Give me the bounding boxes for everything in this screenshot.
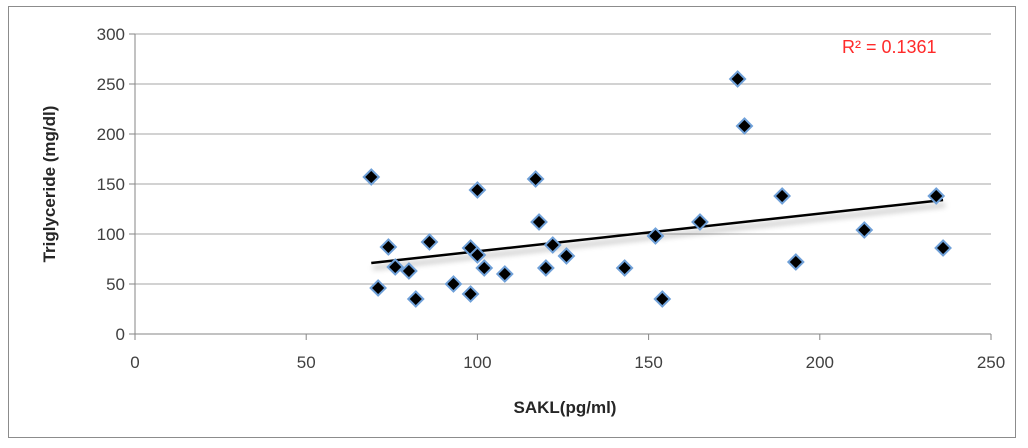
y-tick-label-5: 250 (97, 75, 125, 94)
data-point-13 (495, 265, 514, 283)
data-point-3 (386, 258, 405, 276)
data-point-1 (369, 279, 388, 297)
data-point-16 (536, 259, 555, 277)
data-point-26 (786, 253, 805, 271)
data-point-4 (400, 262, 418, 280)
tick-labels: 0 50 100 150 200 250 300 0 50 100 150 200 250 (97, 25, 1006, 372)
gridlines (135, 33, 991, 285)
data-point-15 (530, 213, 548, 231)
scatter-chart: 0 50 100 150 200 250 300 0 50 100 150 200 250 R² = 0… (40, 25, 1006, 417)
data-point-22 (691, 213, 709, 231)
y-tick-label-4: 200 (97, 125, 125, 144)
x-tick-label-0: 0 (130, 353, 139, 372)
x-tick-label-3: 150 (634, 353, 662, 372)
y-axis-title: Triglyceride (mg/dl) (40, 106, 59, 263)
y-tick-label-0: 0 (116, 325, 125, 344)
data-point-19 (615, 259, 634, 277)
y-tick-label-1: 50 (106, 275, 125, 294)
data-point-17 (543, 236, 562, 254)
y-tick-label-2: 100 (97, 225, 125, 244)
data-point-2 (379, 238, 398, 256)
data-point-7 (444, 275, 463, 293)
data-point-18 (557, 247, 576, 265)
axes (129, 33, 992, 340)
data-point-10 (468, 246, 487, 264)
y-tick-label-6: 300 (97, 25, 125, 44)
data-point-24 (735, 117, 754, 135)
data-point-5 (406, 290, 425, 308)
data-point-9 (461, 285, 480, 303)
data-point-12 (475, 259, 494, 277)
data-point-27 (855, 221, 874, 239)
data-point-29 (934, 239, 952, 257)
x-axis-title: SAKL(pg/ml) (514, 398, 617, 417)
data-point-11 (468, 181, 487, 199)
data-point-0 (362, 168, 381, 186)
data-point-25 (773, 187, 792, 205)
r-squared-annotation: R² = 0.1361 (842, 37, 937, 57)
x-tick-label-4: 200 (806, 353, 834, 372)
data-points (362, 70, 952, 308)
x-tick-label-1: 50 (297, 353, 316, 372)
data-point-28 (927, 187, 946, 205)
data-point-14 (526, 170, 545, 188)
data-point-6 (420, 233, 439, 251)
data-point-20 (646, 227, 665, 245)
y-tick-label-3: 150 (97, 175, 125, 194)
x-tick-label-2: 100 (463, 353, 491, 372)
chart-frame: 0 50 100 150 200 250 300 0 50 100 150 200 250 R² = 0… (8, 6, 1016, 438)
data-point-23 (728, 70, 747, 88)
x-tick-label-5: 250 (977, 353, 1005, 372)
data-point-21 (653, 290, 672, 308)
